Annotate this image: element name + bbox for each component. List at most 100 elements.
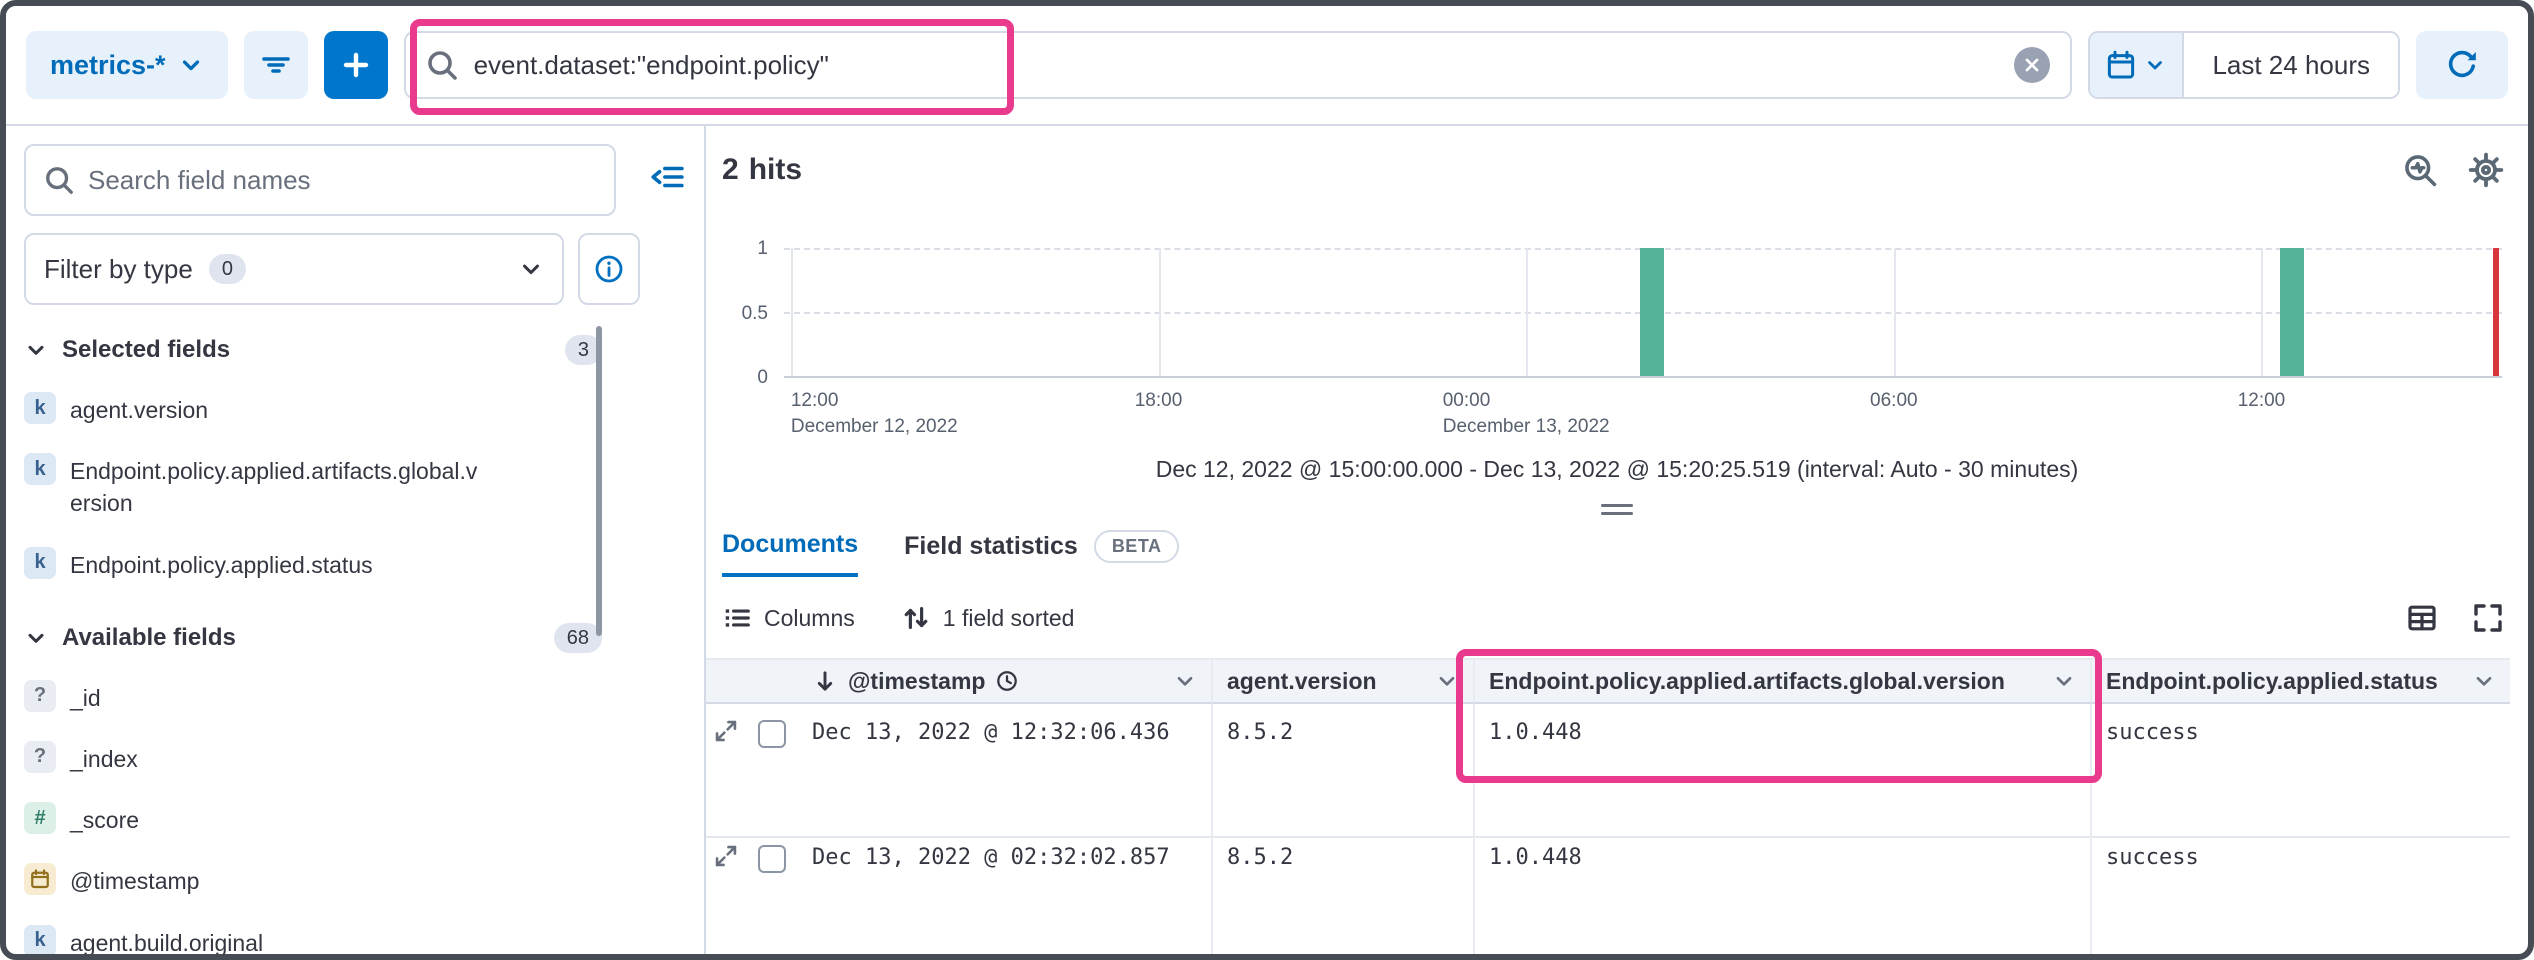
x-axis-tick-label: 12:00 December 12, 2022: [790, 390, 958, 437]
unknown-type-field-icon: ?: [24, 740, 56, 773]
keyword-field-icon: k: [24, 453, 56, 486]
tab-field-statistics-label: Field statistics: [904, 532, 1078, 560]
x-axis: 12:00 December 12, 2022 18:00 00:00 December…: [784, 388, 2502, 452]
clear-query-button[interactable]: [2014, 47, 2051, 83]
table-row-expand[interactable]: [706, 704, 746, 838]
cell-timestamp[interactable]: Dec 13, 2022 @ 12:32:06.436: [798, 704, 1213, 838]
field-item[interactable]: k Endpoint.policy.applied.status: [24, 546, 602, 581]
close-icon: [2026, 58, 2039, 72]
field-name: agent.version: [70, 397, 209, 423]
result-tabs: Documents Field statistics BETA: [722, 530, 1180, 577]
sorted-fields-label: 1 field sorted: [942, 604, 1075, 631]
query-input[interactable]: [473, 49, 1999, 81]
sort-fields-button[interactable]: 1 field sorted: [901, 603, 1075, 633]
field-item[interactable]: k Endpoint.policy.applied.artifacts.glob…: [24, 453, 602, 519]
column-header-status[interactable]: Endpoint.policy.applied.status: [2092, 658, 2510, 704]
column-header-timestamp[interactable]: @timestamp: [798, 658, 1213, 704]
row-checkbox[interactable]: [758, 845, 786, 873]
keyword-field-icon: k: [24, 546, 56, 579]
inspect-icon: [2405, 155, 2437, 187]
cell-global-version[interactable]: 1.0.448: [1475, 704, 2092, 838]
column-header-agent-version[interactable]: agent.version: [1213, 658, 1475, 704]
filter-by-type-select[interactable]: Filter by type 0: [24, 233, 564, 305]
unknown-type-field-icon: ?: [24, 679, 56, 712]
data-view-label: metrics-*: [50, 49, 166, 80]
x-axis-tick-label: 06:00: [1870, 390, 1918, 411]
columns-button[interactable]: Columns: [722, 603, 855, 633]
cell-timestamp[interactable]: Dec 13, 2022 @ 02:32:02.857: [798, 829, 1213, 954]
tab-field-statistics[interactable]: Field statistics BETA: [904, 530, 1180, 577]
fullscreen-icon: [2474, 604, 2502, 632]
expand-icon: [715, 720, 737, 742]
tab-documents[interactable]: Documents: [722, 530, 859, 577]
chart-resize-handle[interactable]: [1601, 504, 1633, 515]
table-density-icon: [2408, 605, 2436, 631]
cell-status[interactable]: success: [2092, 704, 2510, 838]
display-options-button[interactable]: [2406, 602, 2438, 634]
time-range-label: Last 24 hours: [2212, 49, 2370, 80]
column-header-global-version[interactable]: Endpoint.policy.applied.artifacts.global…: [1475, 658, 2092, 704]
column-header-label: Endpoint.policy.applied.status: [2106, 667, 2438, 694]
field-name: agent.build.original: [70, 929, 264, 955]
field-item[interactable]: # _score: [24, 802, 602, 836]
x-axis-tick-label: 00:00 December 13, 2022: [1442, 390, 1610, 437]
table-row-expand[interactable]: [706, 829, 746, 954]
fullscreen-button[interactable]: [2472, 602, 2504, 634]
collapse-sidebar-button[interactable]: [650, 160, 684, 194]
collapse-sidebar-icon: [651, 166, 684, 188]
histogram-bar[interactable]: [1639, 248, 1664, 376]
field-search-input[interactable]: [88, 164, 596, 196]
data-view-selector[interactable]: metrics-*: [26, 31, 228, 99]
available-fields-label: Available fields: [62, 623, 236, 651]
field-item[interactable]: @timestamp: [24, 863, 602, 897]
column-header-label: Endpoint.policy.applied.artifacts.global…: [1489, 667, 2005, 694]
field-name: Endpoint.policy.applied.artifacts.global…: [70, 458, 478, 517]
top-bar: metrics-*: [6, 6, 2528, 126]
header-control-column: [706, 658, 746, 704]
refresh-icon: [2446, 49, 2478, 81]
chart-options-button[interactable]: [2468, 152, 2504, 188]
field-name: Endpoint.policy.applied.status: [70, 551, 373, 578]
add-filter-button[interactable]: [323, 31, 388, 99]
row-checkbox[interactable]: [758, 720, 786, 748]
available-fields-section-header[interactable]: Available fields 68: [24, 622, 602, 653]
main-panel: 2 hits 1 0.5 0 12:00 December 12, 2022 18: [706, 126, 2528, 954]
calendar-icon: [2106, 50, 2136, 80]
search-icon: [44, 165, 74, 195]
chart-vertical-gridline: [1526, 248, 1529, 376]
field-types-help-button[interactable]: [578, 233, 640, 305]
chevron-down-icon: [1173, 669, 1197, 693]
field-item[interactable]: k agent.build.original: [24, 924, 602, 955]
cell-agent-version[interactable]: 8.5.2: [1213, 704, 1475, 838]
histogram-bar[interactable]: [2280, 248, 2305, 376]
hits-label: hits: [748, 153, 803, 186]
date-picker-calendar-button[interactable]: [2090, 33, 2185, 97]
sidebar-scrollbar[interactable]: [596, 326, 602, 636]
query-bar: [403, 31, 2073, 99]
field-item[interactable]: ? _id: [24, 679, 602, 714]
selected-fields-section-header[interactable]: Selected fields 3: [24, 335, 602, 365]
table-row-select: [746, 829, 798, 954]
field-name: _id: [70, 684, 101, 711]
chart-vertical-gridline: [1158, 248, 1161, 376]
time-range-button[interactable]: Last 24 hours: [2184, 33, 2398, 97]
cell-status[interactable]: success: [2092, 829, 2510, 954]
field-name: @timestamp: [70, 868, 200, 895]
columns-label: Columns: [764, 604, 855, 631]
field-item[interactable]: k agent.version: [24, 392, 602, 426]
column-header-label: @timestamp: [848, 667, 986, 694]
cell-agent-version[interactable]: 8.5.2: [1213, 829, 1475, 954]
filter-button[interactable]: [243, 31, 308, 99]
plus-icon: [340, 49, 372, 81]
date-field-icon: [24, 863, 56, 896]
number-field-icon: #: [24, 802, 56, 835]
chart-vertical-gridline: [1893, 248, 1896, 376]
header-select-column: [746, 658, 798, 704]
field-item[interactable]: ? _index: [24, 740, 602, 775]
cell-global-version[interactable]: 1.0.448: [1475, 829, 2092, 954]
refresh-button[interactable]: [2416, 31, 2508, 99]
inspect-chart-button[interactable]: [2402, 152, 2438, 188]
chart-vertical-gridline: [790, 248, 793, 376]
chevron-down-icon: [2144, 54, 2166, 76]
grid-toolbar: Columns 1 field sorted: [722, 602, 2504, 634]
